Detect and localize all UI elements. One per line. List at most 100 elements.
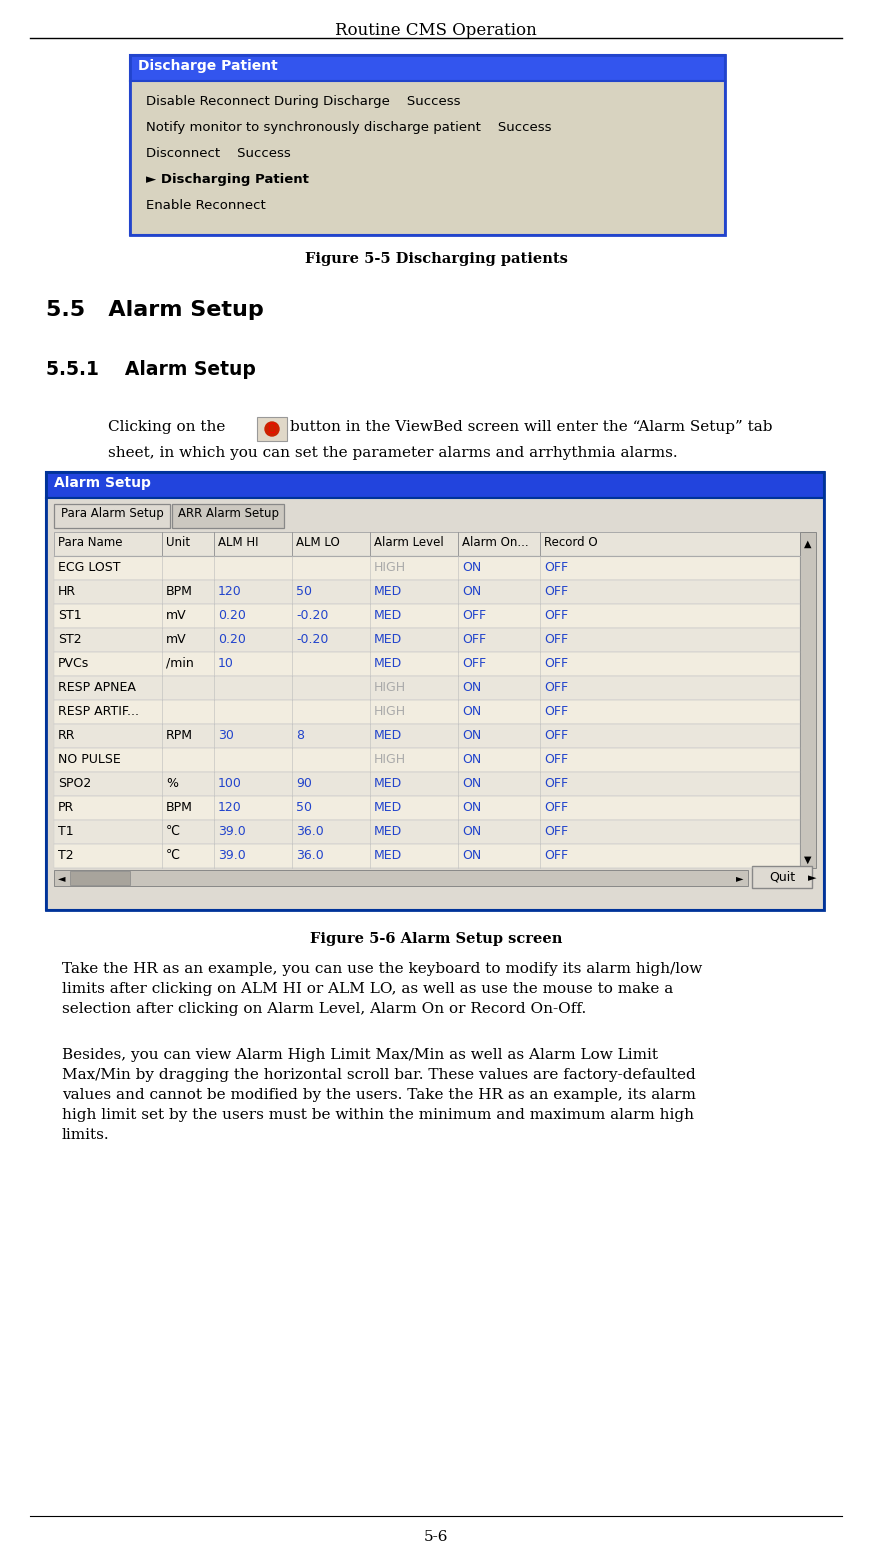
Text: ST1: ST1 xyxy=(58,608,82,622)
Text: OFF: OFF xyxy=(544,705,569,719)
Text: ON: ON xyxy=(462,753,481,767)
FancyBboxPatch shape xyxy=(172,504,284,528)
Text: 5.5   Alarm Setup: 5.5 Alarm Setup xyxy=(46,300,263,320)
Text: OFF: OFF xyxy=(544,681,569,694)
FancyBboxPatch shape xyxy=(46,498,824,909)
Text: Take the HR as an example, you can use the keyboard to modify its alarm high/low: Take the HR as an example, you can use t… xyxy=(62,962,702,976)
Text: Para Alarm Setup: Para Alarm Setup xyxy=(61,508,163,520)
Text: OFF: OFF xyxy=(544,656,569,670)
Text: OFF: OFF xyxy=(544,608,569,622)
FancyBboxPatch shape xyxy=(54,629,800,652)
Text: OFF: OFF xyxy=(462,656,486,670)
Text: 8: 8 xyxy=(296,729,304,742)
Text: OFF: OFF xyxy=(544,778,569,790)
Text: OFF: OFF xyxy=(544,801,569,813)
Text: Para Name: Para Name xyxy=(58,535,122,549)
Text: 36.0: 36.0 xyxy=(296,849,324,861)
FancyBboxPatch shape xyxy=(54,844,800,868)
Text: ECG LOST: ECG LOST xyxy=(58,560,120,574)
Text: ►: ► xyxy=(736,872,744,883)
Text: ST2: ST2 xyxy=(58,633,82,646)
FancyBboxPatch shape xyxy=(70,871,130,885)
Text: T2: T2 xyxy=(58,849,73,861)
Text: MED: MED xyxy=(374,633,402,646)
FancyBboxPatch shape xyxy=(257,417,287,441)
Text: OFF: OFF xyxy=(462,608,486,622)
FancyBboxPatch shape xyxy=(54,723,800,748)
Text: Record O: Record O xyxy=(544,535,597,549)
FancyBboxPatch shape xyxy=(54,796,800,819)
Bar xyxy=(130,54,725,234)
Text: Discharge Patient: Discharge Patient xyxy=(138,59,278,73)
FancyBboxPatch shape xyxy=(54,580,800,604)
FancyBboxPatch shape xyxy=(54,556,800,580)
Text: 39.0: 39.0 xyxy=(218,826,246,838)
Text: MED: MED xyxy=(374,801,402,813)
FancyBboxPatch shape xyxy=(54,652,800,677)
Text: mV: mV xyxy=(166,608,187,622)
FancyBboxPatch shape xyxy=(130,81,725,234)
Text: RR: RR xyxy=(58,729,76,742)
Text: Enable Reconnect: Enable Reconnect xyxy=(146,199,266,213)
Text: OFF: OFF xyxy=(544,585,569,598)
Text: ON: ON xyxy=(462,705,481,719)
Text: OFF: OFF xyxy=(462,633,486,646)
Text: NO PULSE: NO PULSE xyxy=(58,753,120,767)
Text: 100: 100 xyxy=(218,778,242,790)
Text: %: % xyxy=(166,778,178,790)
Text: Alarm Setup: Alarm Setup xyxy=(54,476,151,490)
Text: HR: HR xyxy=(58,585,76,598)
Text: Figure 5-5 Discharging patients: Figure 5-5 Discharging patients xyxy=(304,251,568,265)
Text: high limit set by the users must be within the minimum and maximum alarm high: high limit set by the users must be with… xyxy=(62,1108,694,1122)
Text: RESP ARTIF...: RESP ARTIF... xyxy=(58,705,139,719)
Text: PVCs: PVCs xyxy=(58,656,89,670)
FancyBboxPatch shape xyxy=(54,771,800,796)
Bar xyxy=(46,472,824,909)
Text: /min: /min xyxy=(166,656,194,670)
Circle shape xyxy=(265,422,279,436)
Text: Clicking on the: Clicking on the xyxy=(108,421,225,435)
Text: 50: 50 xyxy=(296,585,312,598)
Text: HIGH: HIGH xyxy=(374,560,406,574)
FancyBboxPatch shape xyxy=(46,472,824,498)
Text: MED: MED xyxy=(374,849,402,861)
Text: ARR Alarm Setup: ARR Alarm Setup xyxy=(178,508,278,520)
FancyBboxPatch shape xyxy=(54,677,800,700)
Text: OFF: OFF xyxy=(544,753,569,767)
FancyBboxPatch shape xyxy=(800,532,816,868)
Text: ON: ON xyxy=(462,849,481,861)
Text: 50: 50 xyxy=(296,801,312,813)
Text: ►: ► xyxy=(807,872,816,883)
Text: sheet, in which you can set the parameter alarms and arrhythmia alarms.: sheet, in which you can set the paramete… xyxy=(108,445,678,459)
Text: Disable Reconnect During Discharge    Success: Disable Reconnect During Discharge Succe… xyxy=(146,95,460,109)
Text: T1: T1 xyxy=(58,826,73,838)
Text: ON: ON xyxy=(462,778,481,790)
Text: mV: mV xyxy=(166,633,187,646)
Text: PR: PR xyxy=(58,801,74,813)
Text: ON: ON xyxy=(462,826,481,838)
Text: ► Discharging Patient: ► Discharging Patient xyxy=(146,172,309,186)
FancyBboxPatch shape xyxy=(54,871,748,886)
Text: MED: MED xyxy=(374,778,402,790)
Text: HIGH: HIGH xyxy=(374,705,406,719)
Text: -0.20: -0.20 xyxy=(296,608,329,622)
Text: ON: ON xyxy=(462,729,481,742)
Text: 36.0: 36.0 xyxy=(296,826,324,838)
Text: ℃: ℃ xyxy=(166,849,180,861)
Text: 10: 10 xyxy=(218,656,234,670)
Text: ON: ON xyxy=(462,560,481,574)
Text: 90: 90 xyxy=(296,778,312,790)
Text: 0.20: 0.20 xyxy=(218,633,246,646)
Text: ℃: ℃ xyxy=(166,826,180,838)
Text: Max/Min by dragging the horizontal scroll bar. These values are factory-defaulte: Max/Min by dragging the horizontal scrol… xyxy=(62,1068,696,1082)
Text: MED: MED xyxy=(374,585,402,598)
FancyBboxPatch shape xyxy=(54,700,800,723)
FancyBboxPatch shape xyxy=(54,504,170,528)
Text: HIGH: HIGH xyxy=(374,681,406,694)
Text: 39.0: 39.0 xyxy=(218,849,246,861)
FancyBboxPatch shape xyxy=(54,604,800,629)
Text: ◄: ◄ xyxy=(58,872,65,883)
Text: OFF: OFF xyxy=(544,633,569,646)
Text: HIGH: HIGH xyxy=(374,753,406,767)
Text: values and cannot be modified by the users. Take the HR as an example, its alarm: values and cannot be modified by the use… xyxy=(62,1088,696,1102)
